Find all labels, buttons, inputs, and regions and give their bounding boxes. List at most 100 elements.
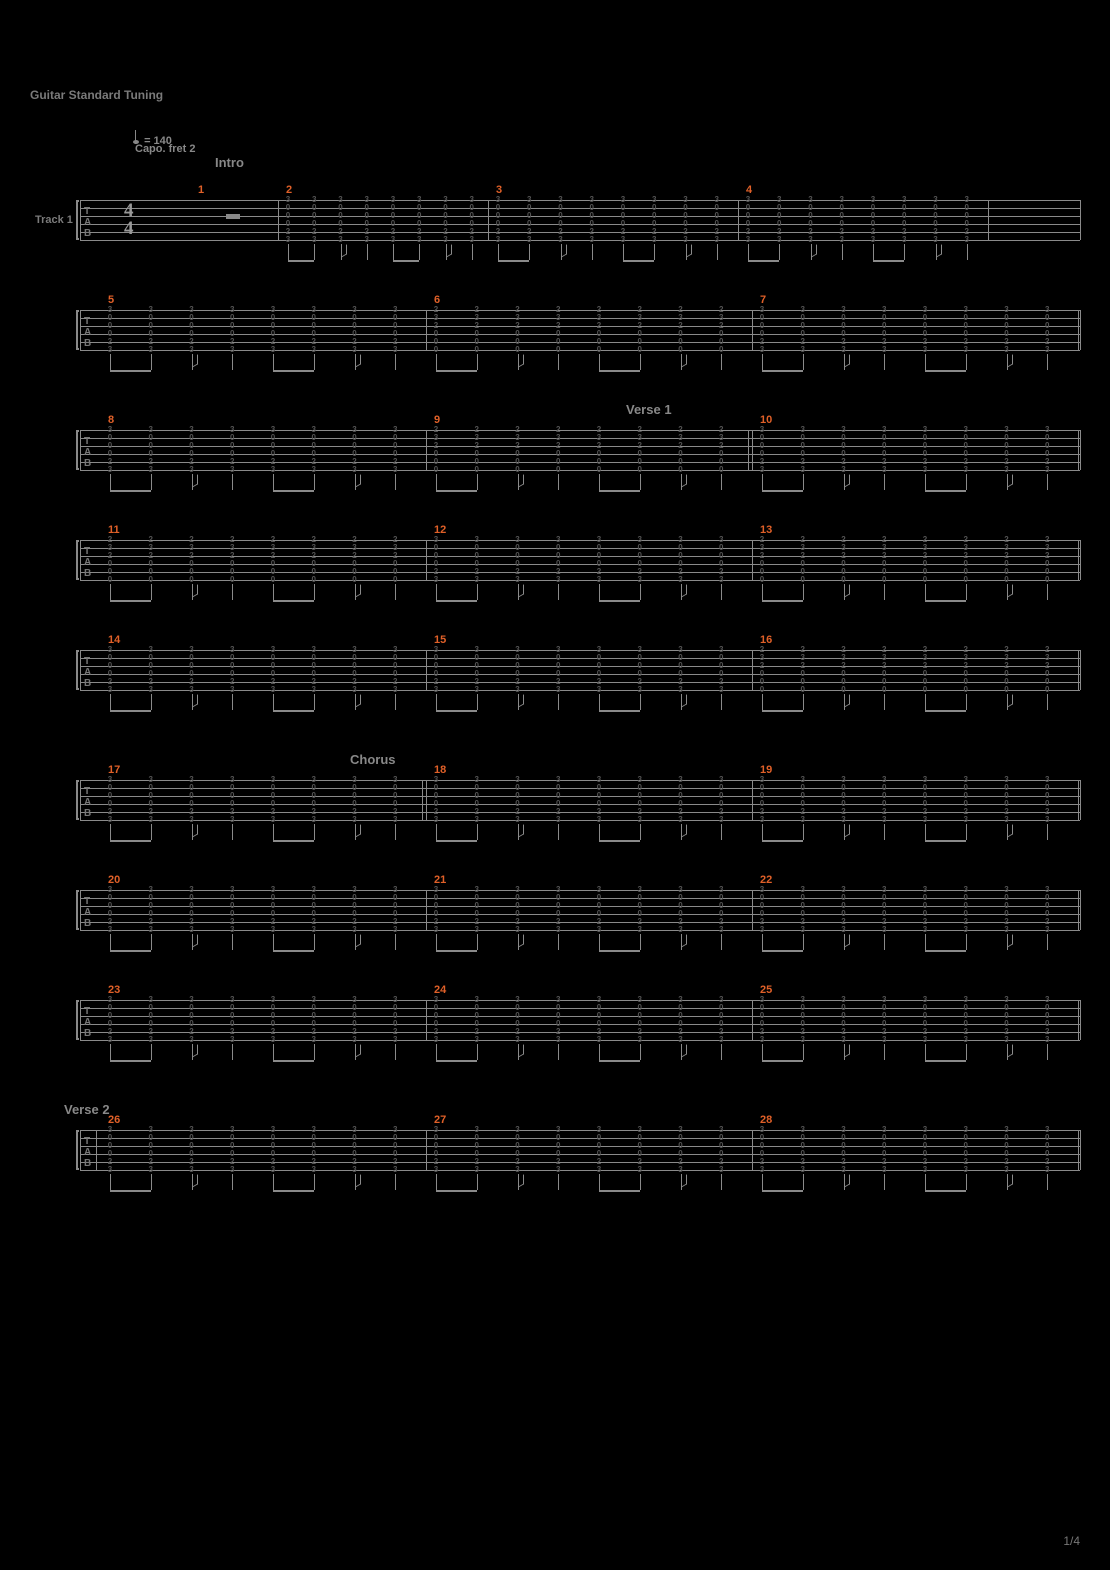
chord-column: 300023	[493, 196, 503, 244]
note-flag	[518, 824, 524, 837]
chord-column: 300023	[268, 306, 278, 354]
fret-number: 3	[350, 466, 360, 474]
note-stem	[762, 824, 763, 840]
fret-number: 3	[594, 686, 604, 694]
chord-column: 232000	[594, 426, 604, 474]
chord-column: 232000	[676, 306, 686, 354]
beam	[599, 840, 640, 842]
note-stem	[110, 1044, 111, 1060]
tab-clef-letter: A	[84, 667, 91, 678]
fret-number: 3	[187, 686, 197, 694]
beam	[762, 710, 803, 712]
chord-column: 300023	[618, 196, 628, 244]
chord-column: 300023	[635, 536, 645, 584]
chord-column: 300023	[513, 886, 523, 934]
chord-column: 300023	[716, 1126, 726, 1174]
note-flag	[192, 584, 198, 597]
beam	[925, 600, 966, 602]
chord-column: 300023	[283, 196, 293, 244]
fret-number: 3	[879, 1166, 889, 1174]
note-flag	[1007, 934, 1013, 947]
note-stem	[762, 584, 763, 600]
beam	[273, 370, 314, 372]
chord-column: 300023	[441, 196, 451, 244]
chord-column: 300023	[798, 306, 808, 354]
barline	[1078, 780, 1079, 820]
tab-clef-letter: A	[84, 797, 91, 808]
beam	[599, 370, 640, 372]
note-stem	[966, 584, 967, 600]
fret-number: 3	[227, 1036, 237, 1044]
barline	[1078, 650, 1079, 690]
fret-number: 3	[513, 1036, 523, 1044]
note-stem	[721, 694, 722, 710]
note-stem	[1047, 934, 1048, 950]
fret-number: 3	[362, 236, 372, 244]
note-stem	[558, 934, 559, 950]
barline	[752, 890, 753, 930]
chord-column: 300023	[513, 646, 523, 694]
note-stem	[1047, 354, 1048, 370]
chord-column: 232000	[798, 536, 808, 584]
fret-number: 3	[798, 466, 808, 474]
tab-system: TAB2030002330002330002330002330002330002…	[80, 890, 1080, 980]
beam	[762, 490, 803, 492]
note-stem	[110, 354, 111, 370]
note-stem	[273, 934, 274, 950]
note-stem	[966, 474, 967, 490]
fret-number: 3	[268, 346, 278, 354]
fret-number: 3	[553, 816, 563, 824]
fret-number: 0	[594, 466, 604, 474]
fret-number: 3	[712, 236, 722, 244]
fret-number: 0	[1042, 686, 1052, 694]
fret-number: 3	[268, 1036, 278, 1044]
note-stem	[436, 1174, 437, 1190]
chord-column: 232000	[553, 426, 563, 474]
barline	[1078, 1000, 1079, 1040]
chord-column: 300023	[431, 646, 441, 694]
beam	[436, 710, 477, 712]
fret-number: 3	[268, 466, 278, 474]
chord-column: 232000	[431, 306, 441, 354]
fret-number: 3	[513, 816, 523, 824]
chord-column: 300023	[187, 306, 197, 354]
beam	[110, 600, 151, 602]
note-stem	[803, 1044, 804, 1060]
chord-column: 232000	[961, 536, 971, 584]
note-stem	[925, 354, 926, 370]
barline	[1078, 890, 1079, 930]
barline	[1080, 780, 1081, 820]
note-stem	[873, 244, 874, 260]
fret-number: 0	[961, 686, 971, 694]
chord-column: 300023	[879, 996, 889, 1044]
fret-number: 3	[268, 926, 278, 934]
note-stem	[640, 694, 641, 710]
fret-number: 3	[105, 816, 115, 824]
fret-number: 3	[594, 1036, 604, 1044]
barline	[738, 200, 739, 240]
note-stem	[558, 1174, 559, 1190]
chord-column: 232000	[472, 306, 482, 354]
barline	[1080, 430, 1081, 470]
fret-number: 3	[187, 466, 197, 474]
fret-number: 3	[798, 816, 808, 824]
tuning-label: Guitar Standard Tuning	[30, 88, 163, 102]
beam	[288, 260, 314, 262]
tab-clef-letter: T	[84, 656, 91, 667]
fret-number: 3	[594, 576, 604, 584]
fret-number: 3	[105, 686, 115, 694]
chord-column: 300023	[513, 1126, 523, 1174]
note-flag	[844, 474, 850, 487]
note-stem	[273, 694, 274, 710]
fret-number: 3	[513, 686, 523, 694]
note-stem	[314, 474, 315, 490]
note-stem	[623, 244, 624, 260]
barline	[748, 430, 749, 470]
note-flag	[518, 1174, 524, 1187]
chord-column: 300023	[931, 196, 941, 244]
barline	[426, 430, 427, 470]
barline	[752, 1000, 753, 1040]
fret-number: 3	[1002, 346, 1012, 354]
fret-number: 0	[676, 466, 686, 474]
chord-column: 232000	[635, 306, 645, 354]
